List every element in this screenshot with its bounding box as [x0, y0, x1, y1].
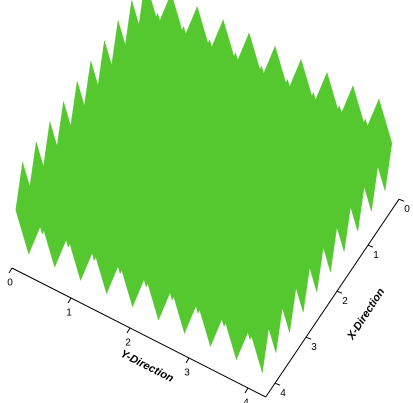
y-tick-label: 0	[7, 278, 13, 289]
y-axis-label: Y-Direction	[118, 348, 175, 385]
y-tick-label: 3	[184, 368, 190, 379]
x-axis-label: X-Direction	[345, 286, 388, 343]
x-tick-label: 1	[373, 250, 379, 261]
x-tick	[367, 244, 374, 248]
x-tick-label: 2	[342, 296, 348, 307]
y-tick-label: 1	[66, 308, 72, 319]
y-axis	[11, 267, 266, 398]
surface-patch	[249, 281, 270, 373]
x-tick	[274, 382, 281, 386]
x-tick-label: 3	[311, 342, 317, 353]
x-tick	[336, 290, 343, 294]
x-tick-label: 4	[280, 388, 286, 399]
y-tick	[126, 327, 131, 334]
x-tick	[305, 336, 312, 340]
y-tick	[244, 387, 249, 394]
x-tick-label: 0	[404, 204, 410, 215]
x-tick	[398, 198, 405, 202]
y-tick	[67, 297, 72, 304]
x-axis	[265, 198, 400, 398]
y-tick-label: 2	[125, 338, 131, 349]
y-tick-label: 4	[243, 398, 249, 403]
y-tick	[185, 357, 190, 364]
y-tick	[8, 267, 13, 274]
